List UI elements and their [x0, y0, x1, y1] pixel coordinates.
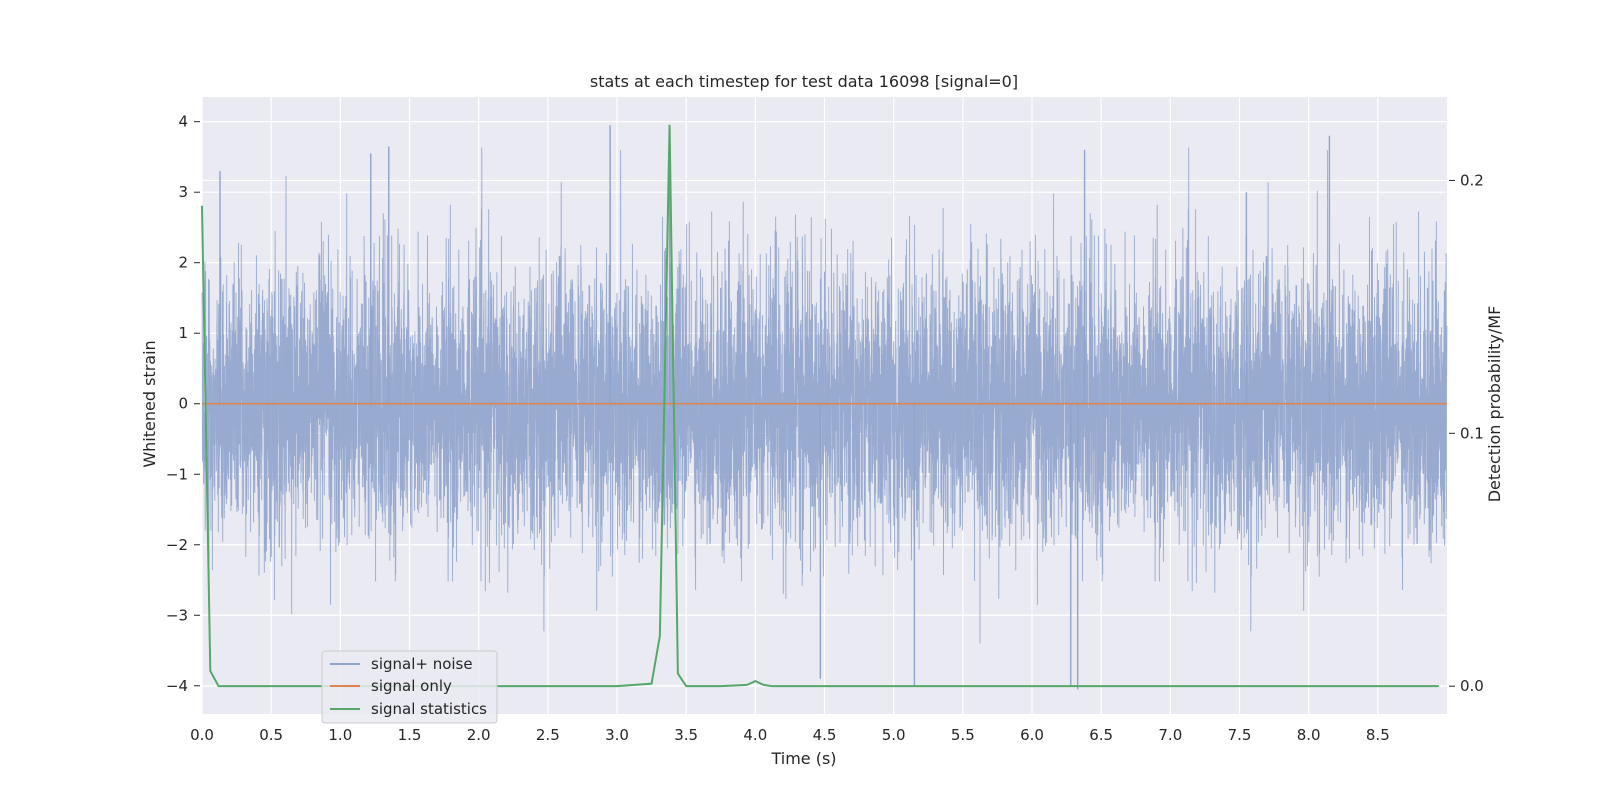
y-tick-label: −4 — [166, 677, 188, 695]
y-tick-label: 2 — [178, 254, 188, 272]
x-tick-label: 0.0 — [190, 726, 214, 744]
y-tick-label: −2 — [166, 536, 188, 554]
axes-ticks: 0.0 0.5 1.0 1.5 2.0 2.5 3.0 3.5 4.0 4.5 5.0 5.5 6.0 6… — [166, 113, 1484, 744]
y-tick-label: −3 — [166, 606, 188, 624]
x-tick-label: 1.5 — [398, 726, 422, 744]
x-tick-label: 5.5 — [951, 726, 975, 744]
y-tick-label: 0 — [178, 395, 188, 413]
y2-tick-label: 0.0 — [1460, 677, 1484, 695]
y-axis-label: Whitened strain — [140, 340, 159, 467]
x-tick-label: 7.0 — [1158, 726, 1182, 744]
legend-label-signal-statistics: signal statistics — [371, 700, 487, 718]
x-axis-label: Time (s) — [770, 749, 836, 768]
x-tick-label: 6.0 — [1020, 726, 1044, 744]
x-tick-label: 4.0 — [743, 726, 767, 744]
x-tick-label: 3.0 — [605, 726, 629, 744]
x-tick-label: 4.5 — [813, 726, 837, 744]
x-tick-label: 6.5 — [1089, 726, 1113, 744]
legend-label-signal-only: signal only — [371, 677, 452, 695]
y2-tick-label: 0.1 — [1460, 424, 1484, 442]
y-tick-label: 4 — [178, 113, 188, 131]
x-tick-label: 2.0 — [467, 726, 491, 744]
x-tick-label: 2.5 — [536, 726, 560, 744]
y2-axis-label: Detection probability/MF — [1485, 306, 1504, 503]
y-tick-label: 3 — [178, 183, 188, 201]
x-tick-label: 5.0 — [882, 726, 906, 744]
signal-noise-line — [201, 147, 1448, 644]
y-tick-label: 1 — [178, 324, 188, 342]
chart-title: stats at each timestep for test data 160… — [590, 72, 1018, 91]
legend-box — [321, 650, 498, 724]
x-tick-label: 8.5 — [1366, 726, 1390, 744]
y2-tick-label: 0.2 — [1460, 171, 1484, 189]
legend-label-signal-noise: signal+ noise — [371, 655, 473, 673]
x-tick-label: 7.5 — [1228, 726, 1252, 744]
x-tick-label: 1.0 — [328, 726, 352, 744]
legend: signal+ noise signal only signal statist… — [321, 650, 498, 724]
x-tick-label: 8.0 — [1297, 726, 1321, 744]
x-tick-label: 0.5 — [259, 726, 283, 744]
x-tick-label: 3.5 — [674, 726, 698, 744]
y-tick-label: −1 — [166, 465, 188, 483]
